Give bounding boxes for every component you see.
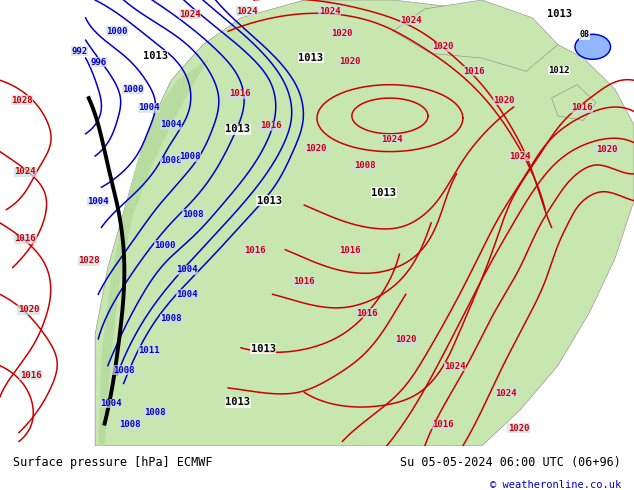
Text: 1028: 1028 (11, 96, 33, 105)
Text: 1008: 1008 (160, 156, 182, 165)
Text: 1016: 1016 (15, 234, 36, 243)
Text: 1028: 1028 (78, 256, 100, 266)
Text: 1004: 1004 (138, 103, 160, 112)
Text: 992: 992 (71, 47, 87, 56)
Circle shape (575, 34, 611, 59)
Text: 1016: 1016 (356, 309, 377, 318)
Text: 1000: 1000 (107, 27, 128, 36)
Text: 1008: 1008 (354, 161, 375, 171)
Text: 1013: 1013 (371, 188, 396, 197)
Text: 1016: 1016 (463, 67, 485, 76)
Text: 1004: 1004 (87, 197, 109, 206)
Text: Su 05-05-2024 06:00 UTC (06+96): Su 05-05-2024 06:00 UTC (06+96) (401, 456, 621, 469)
Polygon shape (552, 85, 596, 121)
Text: 1013: 1013 (257, 196, 282, 206)
Text: 1012: 1012 (548, 66, 570, 75)
Text: 1000: 1000 (154, 241, 176, 250)
Text: Surface pressure [hPa] ECMWF: Surface pressure [hPa] ECMWF (13, 456, 212, 469)
Text: 1020: 1020 (395, 335, 417, 344)
Text: 1016: 1016 (432, 420, 453, 429)
Text: 1013: 1013 (298, 53, 323, 63)
Text: 1020: 1020 (493, 96, 515, 105)
Text: 1008: 1008 (183, 210, 204, 219)
Text: 08: 08 (579, 30, 590, 39)
Text: 1020: 1020 (339, 57, 361, 66)
Text: 1024: 1024 (319, 7, 340, 16)
Text: 1020: 1020 (508, 423, 529, 433)
Text: 1004: 1004 (176, 265, 198, 274)
Text: 1016: 1016 (339, 246, 361, 255)
Text: 996: 996 (90, 58, 107, 67)
Text: 1016: 1016 (244, 246, 266, 255)
Text: 1024: 1024 (381, 135, 403, 144)
Text: 1024: 1024 (400, 16, 422, 24)
Text: 1016: 1016 (261, 121, 282, 130)
Text: 1016: 1016 (571, 103, 593, 112)
Text: 1000: 1000 (122, 85, 144, 94)
Text: 1013: 1013 (225, 124, 250, 134)
Text: 1020: 1020 (18, 305, 39, 315)
Text: 1020: 1020 (332, 29, 353, 38)
Text: 1008: 1008 (145, 408, 166, 417)
Text: 1016: 1016 (294, 277, 315, 286)
Text: 1024: 1024 (179, 10, 201, 19)
Text: 1016: 1016 (229, 89, 250, 98)
Polygon shape (393, 0, 558, 72)
Text: 1024: 1024 (444, 362, 466, 371)
Text: 1013: 1013 (250, 343, 276, 354)
Text: 1008: 1008 (160, 314, 182, 323)
Text: 1024: 1024 (236, 7, 258, 16)
Text: 1013: 1013 (225, 397, 250, 407)
Text: 1020: 1020 (597, 145, 618, 154)
Text: 1004: 1004 (100, 399, 122, 408)
Text: 1024: 1024 (15, 167, 36, 176)
Text: 1024: 1024 (495, 389, 517, 398)
Text: © weatheronline.co.uk: © weatheronline.co.uk (490, 480, 621, 490)
Text: 1011: 1011 (138, 345, 160, 355)
Text: 1013: 1013 (547, 9, 572, 19)
Text: 1016: 1016 (20, 371, 41, 380)
Text: 1004: 1004 (176, 290, 198, 299)
Text: 1008: 1008 (179, 152, 201, 162)
Text: 1004: 1004 (160, 121, 182, 129)
Text: 1020: 1020 (305, 144, 327, 152)
Polygon shape (95, 0, 634, 446)
Text: 1020: 1020 (432, 42, 453, 51)
Text: 1008: 1008 (113, 366, 134, 374)
Text: 1008: 1008 (119, 420, 141, 429)
Text: 1013: 1013 (143, 51, 168, 61)
Polygon shape (98, 58, 209, 446)
Text: 1024: 1024 (509, 151, 531, 161)
